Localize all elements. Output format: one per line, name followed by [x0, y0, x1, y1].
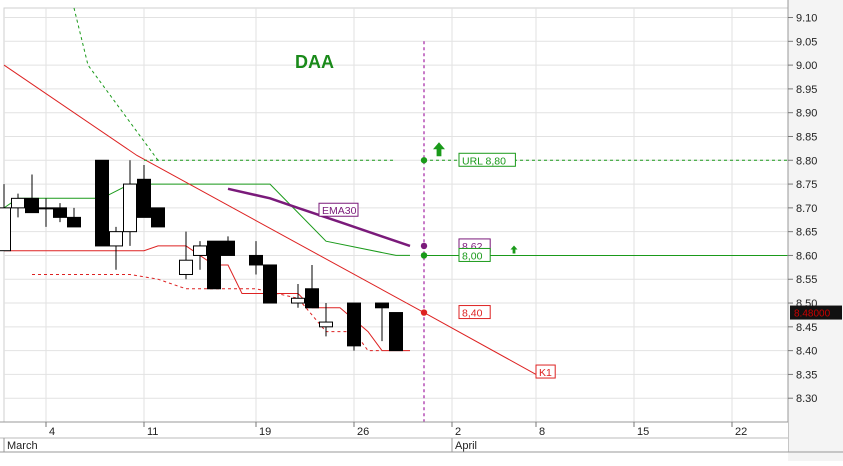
y-tick-label: 9.05 [796, 36, 817, 48]
y-tick-label: 8.40 [796, 346, 817, 358]
candle-body [67, 216, 81, 228]
candle-body [25, 197, 39, 214]
candle-body [221, 240, 235, 256]
projection-label-box [458, 247, 491, 262]
candle-body [53, 207, 67, 218]
current-price-label: 8.48000 [794, 309, 831, 320]
candle-body [123, 183, 137, 233]
candle-body [319, 321, 333, 328]
candle-body [179, 259, 193, 275]
x-tick-label: 4 [49, 426, 55, 438]
candle-layer [0, 159, 403, 352]
annotation-box [318, 202, 359, 217]
candle-body [11, 197, 25, 209]
candle-body [389, 312, 403, 352]
up-arrow-icon [433, 142, 445, 157]
candle-body [249, 254, 263, 266]
candle-body [263, 264, 277, 304]
projection-label: 8,40 [462, 308, 483, 320]
projection-label-box [458, 152, 516, 167]
x-tick-label: 26 [357, 426, 369, 438]
candle-body [305, 288, 319, 309]
y-tick-label: 8.45 [796, 322, 817, 334]
x-tick-label: 8 [539, 426, 545, 438]
series-line-5 [3, 64, 537, 375]
candle-body [39, 207, 53, 210]
candle-body [151, 207, 165, 228]
projection-label-box [458, 305, 491, 320]
projection-dot [420, 242, 428, 250]
series-line-0 [3, 183, 410, 256]
y-tick-label: 8.80 [796, 155, 817, 167]
x-tick-label: 15 [637, 426, 649, 438]
series-line-3 [4, 245, 410, 352]
annotation-label: EMA30 [322, 205, 357, 217]
projection-label: URL 8,80 [462, 155, 506, 167]
month-label: March [7, 440, 38, 452]
candle-body [291, 297, 305, 304]
projection-dot [420, 309, 428, 316]
candle-body [375, 302, 389, 309]
annotation-box [535, 364, 556, 379]
current-price-badge [790, 305, 842, 320]
y-tick-label: 8.70 [796, 203, 817, 215]
candle-body [0, 207, 11, 252]
series-line-1 [73, 7, 159, 161]
y-tick-label: 8.30 [796, 393, 817, 405]
candle-body [95, 159, 109, 247]
month-label: April [455, 440, 477, 452]
up-arrow-icon [510, 245, 518, 254]
y-tick-label: 8.75 [796, 179, 817, 191]
x-tick-label: 19 [259, 426, 271, 438]
projection-label: 8,00 [462, 250, 483, 262]
y-tick-label: 8.60 [796, 250, 817, 262]
chart-title: DAA [295, 52, 334, 72]
x-tick-label: 22 [735, 426, 747, 438]
x-tick-label: 11 [147, 426, 158, 438]
y-axis-panel [788, 0, 843, 461]
y-tick-label: 8.65 [796, 227, 817, 239]
y-tick-label: 8.90 [796, 108, 817, 120]
y-tick-label: 8.35 [796, 369, 817, 381]
y-tick-label: 8.85 [796, 131, 817, 143]
y-tick-label: 9.10 [796, 13, 817, 25]
x-tick-label: 2 [455, 426, 461, 438]
candle-body [137, 178, 151, 218]
y-tick-label: 9.00 [796, 60, 817, 72]
candle-body [207, 240, 221, 290]
candle-body [109, 231, 123, 247]
annotation-label: K1 [539, 367, 552, 379]
candle-body [347, 302, 361, 347]
candle-body [193, 245, 207, 256]
x-axis-panel [0, 422, 788, 452]
y-tick-label: 8.95 [796, 84, 817, 96]
y-tick-label: 8.55 [796, 274, 817, 286]
